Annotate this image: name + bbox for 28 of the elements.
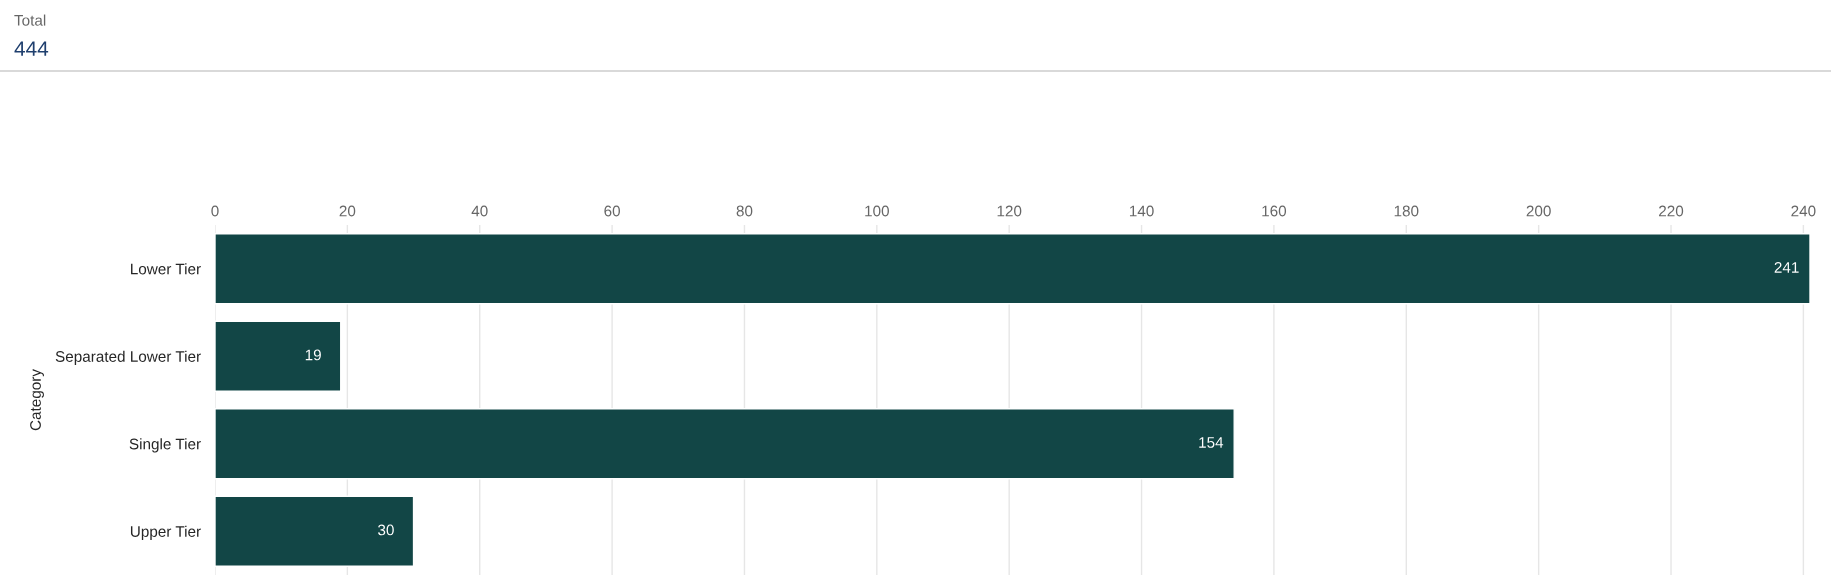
x-tick-label: 180 — [1394, 205, 1419, 217]
x-tick-label: 240 — [1791, 205, 1816, 217]
bar — [215, 408, 1235, 480]
x-tick-label: 40 — [471, 205, 488, 217]
x-tick-label: 20 — [339, 205, 356, 217]
bar — [215, 233, 1810, 305]
x-tick-label: 0 — [211, 205, 219, 217]
x-tick-label: 100 — [865, 205, 889, 217]
data-label: 241 — [1774, 262, 1799, 273]
y-tick-label: Separated Lower Tier — [55, 350, 201, 365]
x-tick-label: 120 — [997, 205, 1022, 217]
bar — [215, 320, 342, 392]
text: Total — [14, 14, 46, 26]
x-tick-label: 160 — [1262, 205, 1287, 217]
data-label: 154 — [1199, 437, 1224, 448]
y-tick-label: Lower Tier — [131, 263, 201, 275]
x-tick-label: 80 — [736, 205, 753, 217]
y-tick-label: Single Tier — [129, 438, 201, 453]
y-axis-title: Category — [30, 369, 44, 431]
x-tick-label: 60 — [604, 205, 620, 217]
x-tick-label: 140 — [1129, 205, 1154, 217]
data-label: 19 — [305, 349, 321, 361]
y-tick-label: Upper Tier — [130, 525, 201, 540]
x-tick-label: 220 — [1659, 205, 1684, 217]
text: 444 — [14, 41, 49, 56]
data-label: 30 — [378, 524, 394, 536]
x-tick-label: 200 — [1526, 205, 1551, 217]
bar — [215, 495, 415, 567]
